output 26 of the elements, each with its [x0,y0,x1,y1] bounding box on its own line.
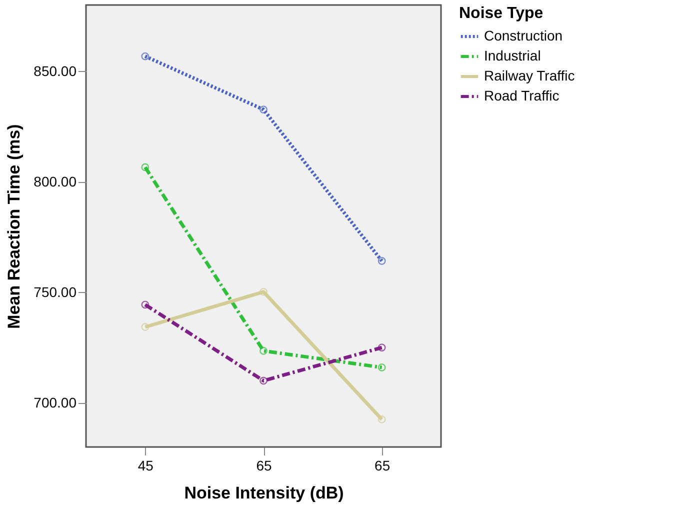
y-axis-title: Mean Reaction Time (ms) [4,124,24,329]
point [141,52,150,60]
y-tick-label: 850.00 [34,62,77,79]
y-tick-label: 700.00 [34,394,77,410]
x-tick-label: 65 [256,458,272,474]
point [260,106,268,114]
legend-label: Railway Traffic [484,68,575,84]
point [260,288,268,296]
point [141,300,150,309]
y-tick-label: 800.00 [34,173,77,190]
x-tick-label: 65 [374,458,390,474]
point [378,363,386,372]
y-tick-label: 750.00 [34,284,77,300]
legend-title: Noise Type [459,5,544,22]
point [141,163,150,172]
x-tick-label: 45 [138,458,154,474]
point [260,376,268,385]
point [378,256,386,265]
point [378,344,386,352]
point [378,415,386,424]
x-axis-title: Noise Intensity (dB) [184,484,344,502]
legend-label: Industrial [484,48,541,64]
point [141,323,150,331]
legend-label: Construction [484,28,563,44]
point [260,346,268,355]
legend-label: Road Traffic [484,88,560,104]
